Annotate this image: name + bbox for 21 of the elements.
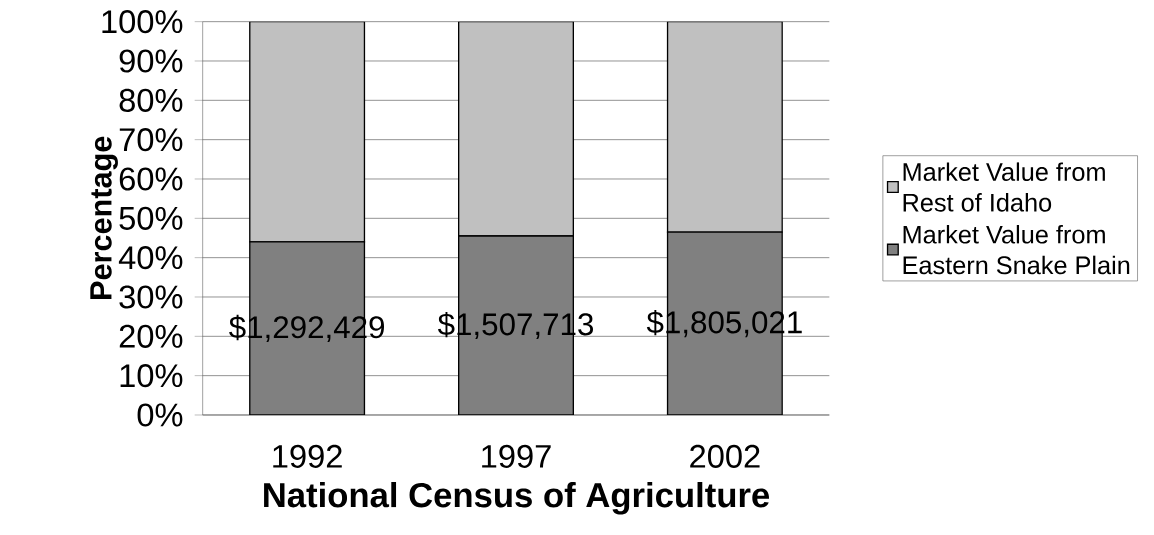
y-tick-label: 100% [102, 10, 183, 34]
legend-label: Market Value from Rest of Idaho [903, 162, 1105, 212]
y-tick-label: 50% [119, 206, 183, 230]
y-tick-label: 30% [119, 285, 183, 309]
y-tick-label: 20% [119, 324, 183, 348]
x-tick-label: 2002 [690, 444, 760, 468]
bar [458, 21, 575, 237]
y-tick-label: 40% [118, 246, 183, 270]
y-tick-label: 0% [137, 403, 183, 427]
legend-label: Market Value from Eastern Snake Plain [903, 224, 1130, 275]
bar [666, 21, 783, 233]
y-tick-label: 60% [119, 167, 183, 191]
y-tick-label: 80% [119, 88, 183, 112]
x-axis-title: National Census of Agriculture [264, 481, 770, 515]
y-tick-label: 10% [120, 364, 183, 388]
x-tick-label: 1992 [273, 444, 342, 468]
y-axis-title: Percentage [90, 136, 118, 299]
bar [249, 21, 366, 243]
y-tick-label: 90% [119, 49, 183, 73]
y-tick-label: 70% [119, 128, 183, 152]
x-tick-label: 1997 [482, 444, 551, 468]
